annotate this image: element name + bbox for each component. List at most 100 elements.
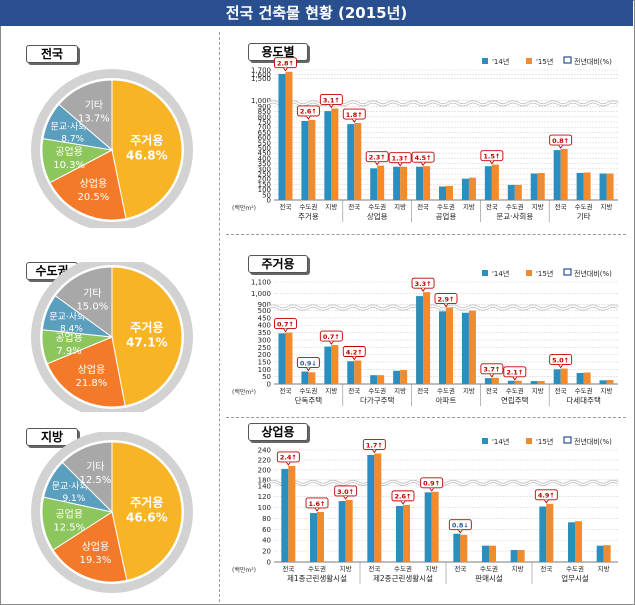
pie-slice-name: 기타 — [83, 287, 101, 299]
bar-2014 — [576, 172, 584, 200]
pie-slice-name: 문교·사회용 — [52, 481, 96, 492]
bar-2014 — [510, 550, 518, 562]
legend-swatch-2014 — [482, 270, 488, 276]
pie-slice-name: 주거용 — [130, 132, 163, 147]
pie-slice-value: 20.5% — [78, 192, 110, 203]
change-callout-pointer — [400, 500, 406, 505]
y-tick-label: 0 — [267, 559, 271, 567]
bar-2015 — [431, 491, 439, 562]
legend-label-change: 전년대비(%) — [574, 269, 612, 278]
y-tick-label: 550 — [258, 139, 271, 147]
x-group-label: 문교·사회용 — [496, 212, 533, 221]
change-callout-box — [434, 293, 458, 305]
legend-swatch-2014 — [482, 438, 488, 444]
x-subcategory-label: 지방 — [394, 386, 406, 395]
vertical-divider — [219, 32, 220, 602]
x-subcategory-label: 전국 — [555, 386, 567, 395]
bar-2014 — [281, 468, 289, 562]
x-subcategory-label: 전국 — [368, 564, 380, 573]
change-callout-pointer — [374, 161, 380, 166]
pie-slice-value: 47.1% — [126, 336, 168, 350]
x-group-label: 다세대주택 — [566, 395, 601, 405]
bar-2015 — [491, 164, 499, 200]
x-subcategory-label: 지방 — [340, 564, 352, 573]
pie-slice — [111, 266, 183, 407]
change-callout-label: 0.7↑ — [323, 333, 340, 341]
x-group-label: 단독주택 — [295, 395, 323, 405]
pie-slice-value: 12.5% — [80, 475, 112, 486]
change-callout-label: 2.3↑ — [369, 153, 386, 161]
change-callout-pointer — [558, 364, 564, 369]
panel-label-residential: 주거용 — [248, 255, 308, 273]
x-subcategory-label: 수도권 — [299, 203, 317, 211]
change-callout-box — [319, 94, 343, 105]
y-tick-label: 40 — [262, 537, 271, 545]
bar-2014 — [530, 381, 538, 384]
bar-2014 — [416, 296, 424, 384]
page-title: 전국 건축물 현황 (2015년) — [0, 0, 633, 26]
bar-2015 — [603, 545, 611, 562]
change-callout-label: 4.5↑ — [415, 154, 432, 162]
y-tick-label: 0 — [267, 197, 271, 205]
bar-2014 — [599, 173, 607, 200]
change-callout-pointer — [489, 373, 495, 378]
y-tick-label: 0 — [267, 381, 271, 389]
bar-2015 — [491, 377, 499, 384]
unit-label: (백만m²) — [232, 566, 256, 574]
pie-slice-name: 기타 — [85, 100, 103, 112]
x-subcategory-label: 지방 — [512, 564, 524, 573]
pie-slice-value: 12.5% — [53, 523, 85, 534]
x-subcategory-label: 수도권 — [394, 565, 412, 573]
bar-2014 — [553, 150, 561, 200]
change-callout-label: 1.3↑ — [392, 155, 409, 163]
x-subcategory-label: 전국 — [279, 202, 291, 211]
x-group-label: 연립주택 — [501, 395, 529, 405]
change-callout-pointer — [306, 367, 311, 372]
pie-slice-name: 문교·사회용 — [49, 311, 93, 322]
unit-label: (백만m²) — [232, 388, 256, 396]
x-subcategory-label: 지방 — [601, 386, 613, 395]
x-subcategory-label: 지방 — [325, 386, 337, 395]
y-tick-label: 1,500 — [251, 75, 271, 83]
x-group-label: 주거용 — [298, 212, 319, 221]
change-callout-label: 1.5↑ — [483, 152, 500, 160]
y-tick-label: 250 — [258, 344, 271, 352]
y-tick-label: 250 — [258, 171, 271, 179]
legend-label-2014: '14년 — [492, 437, 509, 446]
bar-2014 — [507, 380, 515, 384]
y-tick-label: 1,000 — [251, 290, 271, 298]
change-callout-pointer — [443, 303, 449, 308]
x-group-label: 상업용 — [367, 211, 388, 221]
bar-2014 — [599, 380, 607, 384]
bar-2014 — [453, 533, 461, 562]
bar-2015 — [583, 172, 591, 200]
pie-slice-value: 8.7% — [61, 135, 84, 145]
legend-label-2015: '15년 — [536, 437, 553, 446]
pie-slice-name: 문교·사회용 — [51, 122, 95, 133]
change-callout-box — [319, 330, 343, 342]
bar-2014 — [439, 186, 446, 200]
legend-label-2014: '14년 — [492, 269, 509, 278]
pie-slice-name: 상업용 — [82, 540, 110, 553]
y-tick-label: 80 — [262, 515, 271, 523]
change-callout-pointer — [397, 162, 403, 167]
x-subcategory-label: 전국 — [282, 564, 294, 573]
bar-2014 — [278, 73, 286, 200]
pie-label-national: 전국 — [26, 45, 78, 63]
bar-2014 — [301, 371, 309, 384]
x-subcategory-label: 수도권 — [566, 565, 584, 573]
legend: '14년 '15년 전년대비(%) — [482, 268, 612, 278]
y-tick-label: 650 — [258, 129, 271, 137]
change-callout-pointer — [420, 161, 426, 167]
change-callout-box — [274, 318, 297, 330]
x-subcategory-label: 전국 — [540, 564, 552, 573]
bar-2014 — [596, 545, 604, 562]
change-callout-pointer — [512, 376, 518, 381]
change-callout-box — [448, 519, 472, 531]
bar-2015 — [423, 166, 431, 200]
bar-2015 — [460, 534, 468, 562]
bar-chart-by-use: '14년 '15년 전년대비(%)0501001502002503003504004… — [232, 56, 619, 222]
pie-slice-name: 주거용 — [130, 494, 163, 509]
section-separator — [226, 417, 626, 418]
